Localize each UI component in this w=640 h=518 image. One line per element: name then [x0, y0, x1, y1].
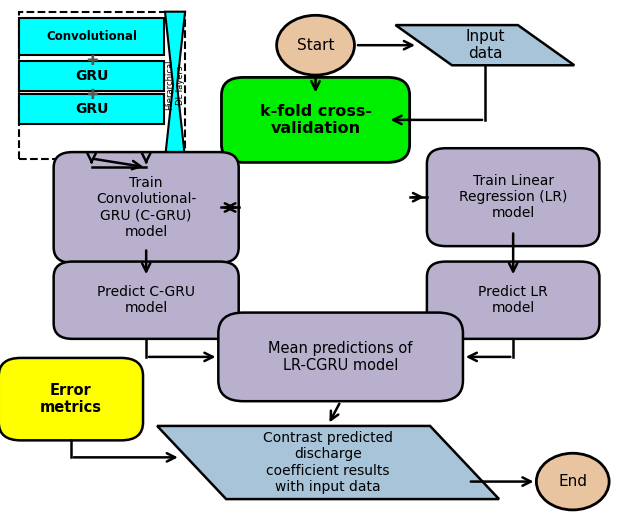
- FancyBboxPatch shape: [0, 358, 143, 440]
- Text: Train
Convolutional-
GRU (C-GRU)
model: Train Convolutional- GRU (C-GRU) model: [96, 176, 196, 239]
- Text: Predict C-GRU
model: Predict C-GRU model: [97, 285, 195, 315]
- Text: Error
metrics: Error metrics: [40, 383, 102, 415]
- Text: Hierarchical
DL layers: Hierarchical DL layers: [165, 60, 185, 110]
- FancyBboxPatch shape: [427, 262, 600, 339]
- FancyBboxPatch shape: [54, 262, 239, 339]
- FancyBboxPatch shape: [54, 152, 239, 263]
- Text: Mean predictions of
LR-CGRU model: Mean predictions of LR-CGRU model: [268, 341, 413, 373]
- Text: ✚: ✚: [86, 54, 97, 68]
- FancyBboxPatch shape: [221, 77, 410, 163]
- Text: GRU: GRU: [75, 68, 108, 82]
- FancyBboxPatch shape: [427, 148, 600, 246]
- Text: Train Linear
Regression (LR)
model: Train Linear Regression (LR) model: [459, 174, 567, 220]
- Text: End: End: [558, 474, 588, 489]
- Text: Start: Start: [297, 38, 334, 53]
- Polygon shape: [157, 426, 499, 499]
- Text: Convolutional: Convolutional: [46, 31, 137, 44]
- Polygon shape: [396, 25, 574, 65]
- Text: Contrast predicted
discharge
coefficient results
with input data: Contrast predicted discharge coefficient…: [263, 431, 393, 494]
- FancyBboxPatch shape: [19, 61, 164, 91]
- Text: k-fold cross-
validation: k-fold cross- validation: [260, 104, 372, 136]
- Text: GRU: GRU: [75, 102, 108, 116]
- Text: ✚: ✚: [86, 88, 97, 102]
- Ellipse shape: [536, 453, 609, 510]
- Text: Predict LR
model: Predict LR model: [478, 285, 548, 315]
- Text: Input
data: Input data: [465, 29, 505, 61]
- FancyBboxPatch shape: [19, 94, 164, 124]
- FancyBboxPatch shape: [19, 19, 164, 55]
- FancyBboxPatch shape: [218, 312, 463, 401]
- Ellipse shape: [276, 16, 355, 75]
- Polygon shape: [165, 12, 185, 159]
